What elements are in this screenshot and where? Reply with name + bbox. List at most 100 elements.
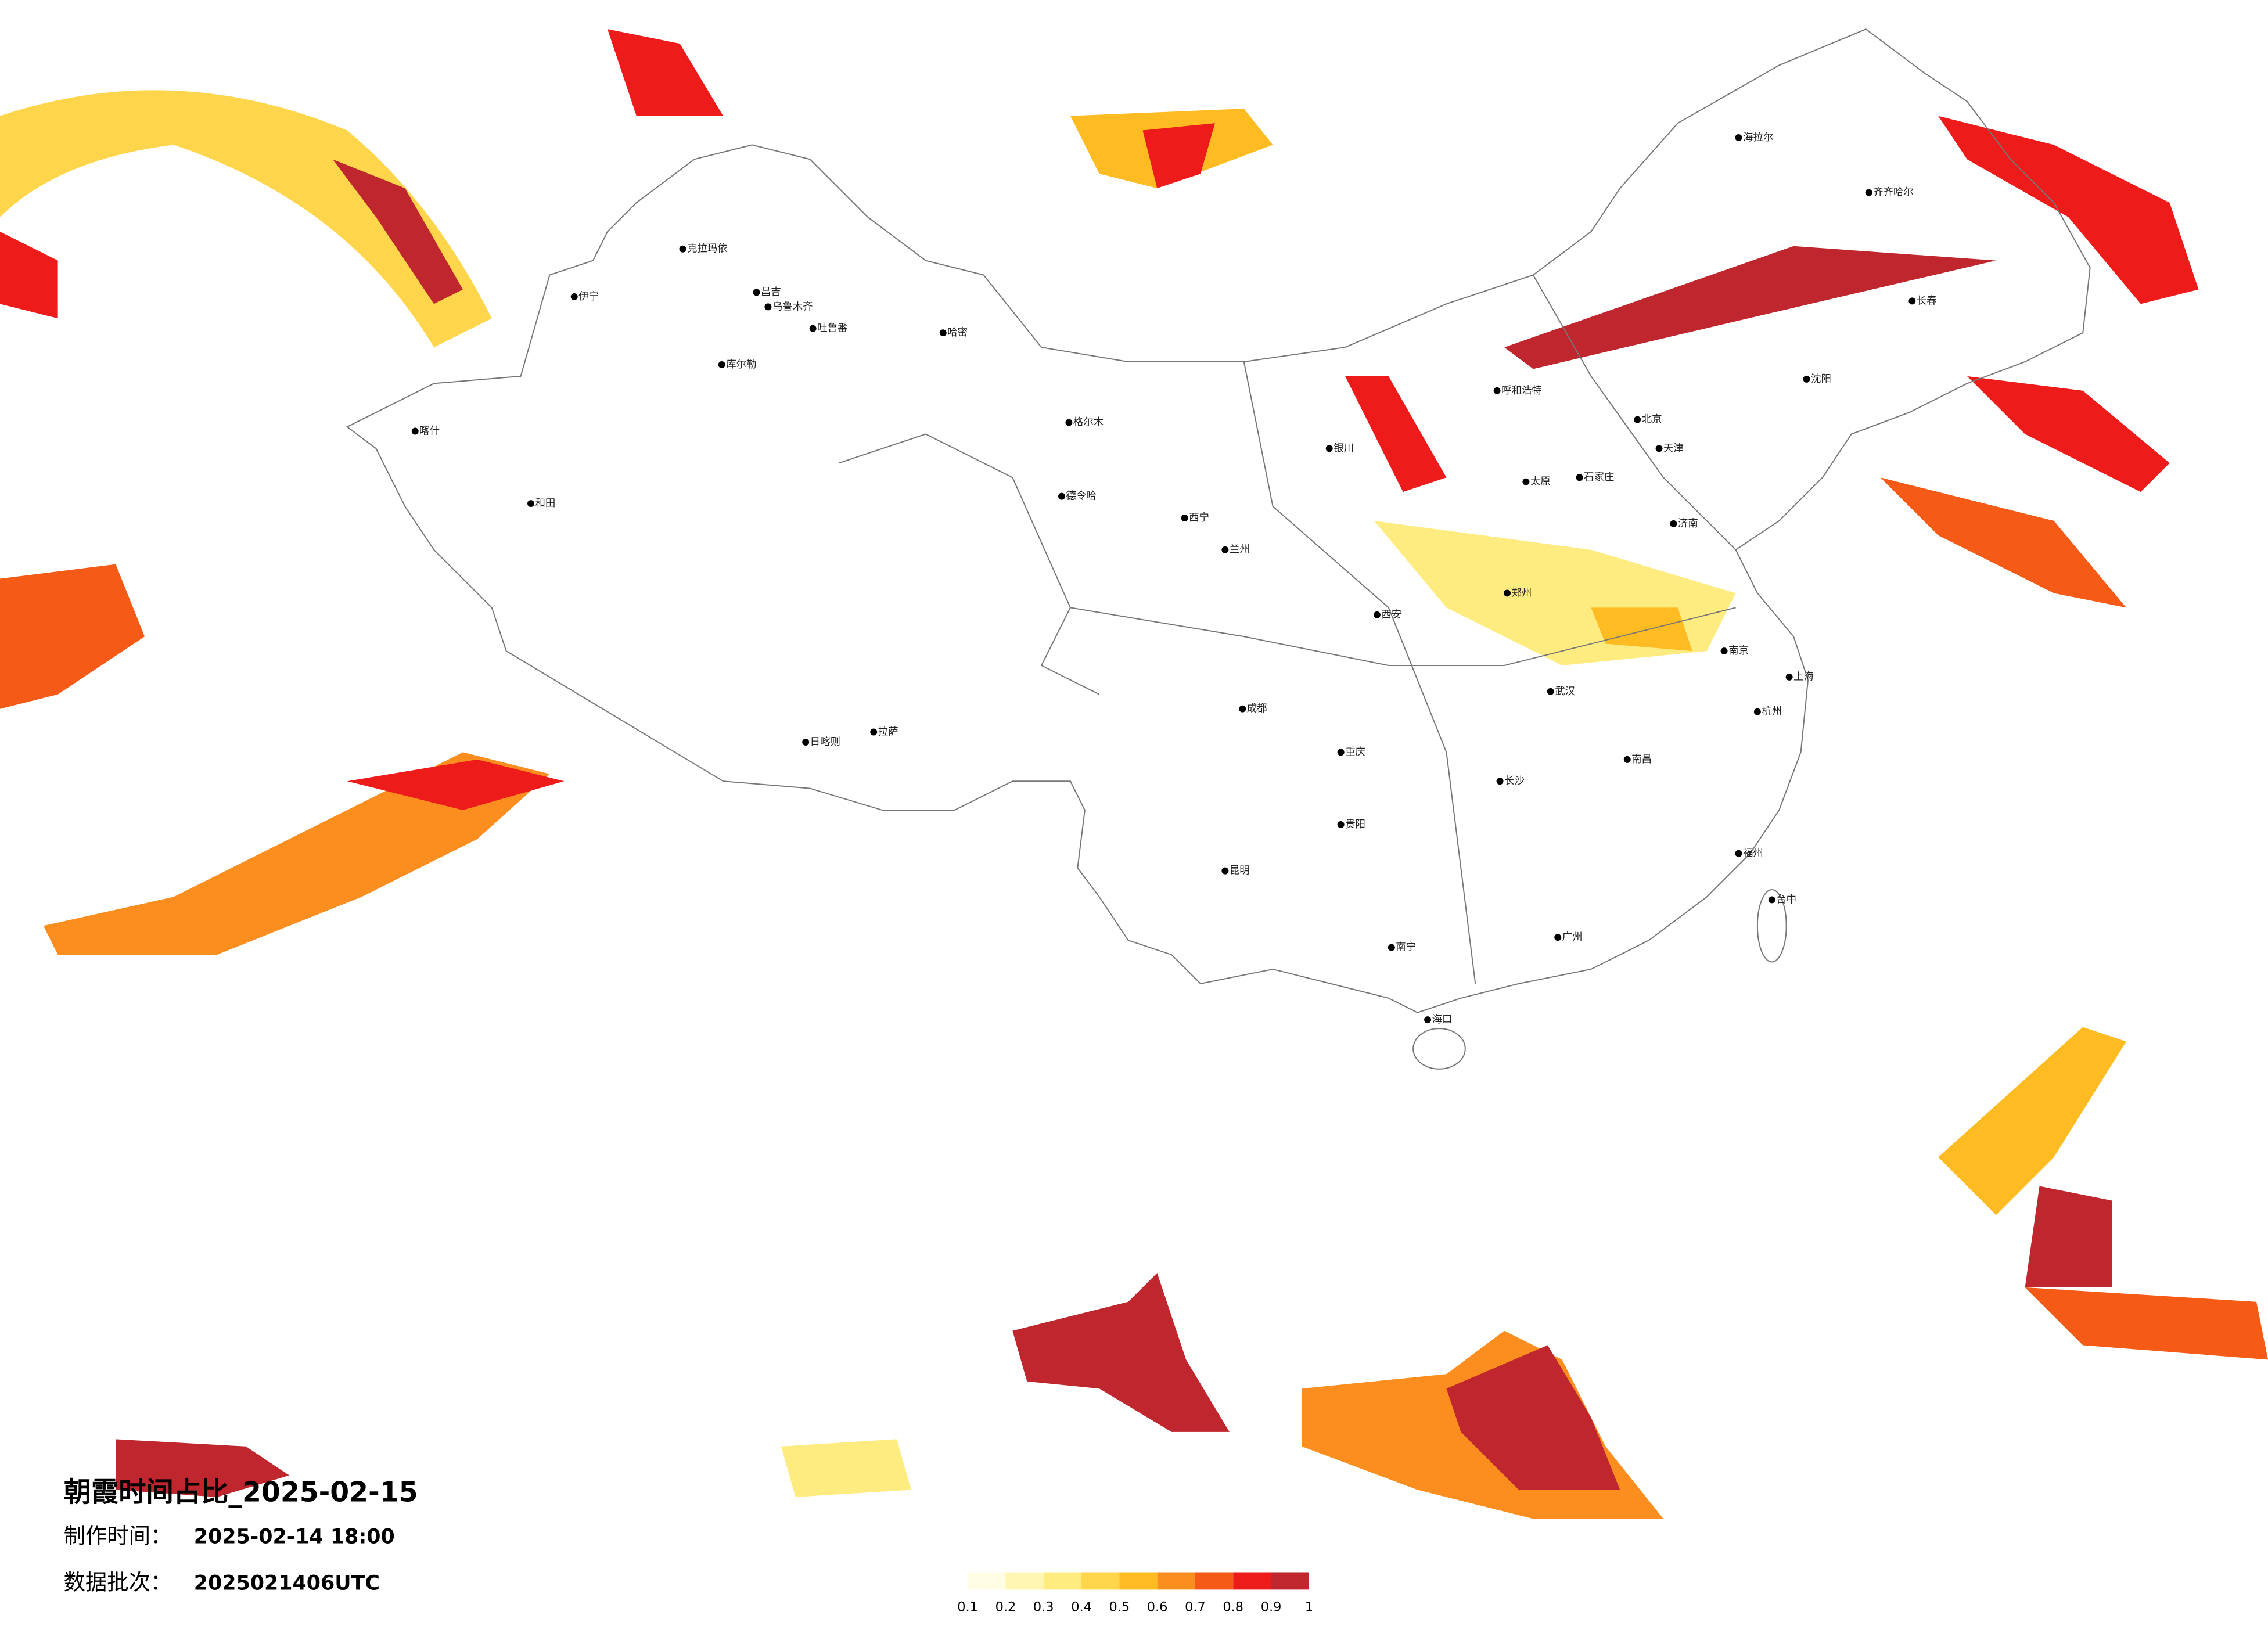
city-dot xyxy=(1181,514,1188,521)
city-label: 哈密 xyxy=(947,327,968,339)
field xyxy=(1938,1027,2126,1215)
made-label: 制作时间： xyxy=(64,1523,172,1549)
city-dot xyxy=(1065,419,1073,426)
city-dot xyxy=(1337,749,1345,756)
city-label: 呼和浩特 xyxy=(1501,385,1542,397)
city-dot xyxy=(1058,492,1065,500)
field xyxy=(347,759,565,811)
legend-swatch xyxy=(1005,1572,1044,1590)
city-dot xyxy=(1623,756,1631,763)
field xyxy=(2025,1186,2112,1287)
field xyxy=(1591,607,1692,652)
legend-swatch xyxy=(1233,1572,1271,1590)
field xyxy=(1142,123,1215,189)
field xyxy=(332,159,463,304)
taiwan xyxy=(1756,888,1787,963)
city-dot xyxy=(1325,445,1333,452)
field xyxy=(1504,246,1996,369)
city-label: 南京 xyxy=(1728,645,1749,657)
city-dot xyxy=(1388,944,1395,951)
city-label: 上海 xyxy=(1793,671,1814,683)
city-label: 南宁 xyxy=(1396,942,1416,954)
city-label: 广州 xyxy=(1562,931,1583,943)
city-dot xyxy=(1554,934,1562,941)
city-label: 昆明 xyxy=(1230,865,1250,877)
city-label: 齐齐哈尔 xyxy=(1873,187,1914,199)
city-dot xyxy=(1655,445,1663,452)
city-dot xyxy=(1768,896,1775,904)
city-dot xyxy=(809,325,817,332)
city-label: 石家庄 xyxy=(1584,472,1614,483)
city-label: 沈阳 xyxy=(1811,373,1831,385)
city-dot xyxy=(1670,520,1677,527)
legend-swatch xyxy=(1119,1572,1158,1590)
city-dot xyxy=(1221,867,1229,875)
title: 朝霞时间占比_2025-02-15 xyxy=(64,1476,418,1508)
city-label: 南昌 xyxy=(1631,754,1652,765)
city-label: 德令哈 xyxy=(1066,491,1096,502)
city-label: 长沙 xyxy=(1504,775,1525,787)
city-label: 喀什 xyxy=(419,426,440,437)
city-label: 武汉 xyxy=(1555,686,1575,697)
city-label: 伊宁 xyxy=(578,291,599,303)
legend-swatch xyxy=(968,1572,1006,1590)
city-label: 西宁 xyxy=(1189,512,1209,524)
city-dot xyxy=(1634,416,1641,423)
city-label: 太原 xyxy=(1530,476,1551,488)
city-label: 和田 xyxy=(535,498,555,509)
field xyxy=(1012,1272,1230,1432)
city-dot xyxy=(1493,387,1501,394)
city-dot xyxy=(802,738,810,746)
city-dot xyxy=(1522,478,1530,485)
city-label: 拉萨 xyxy=(878,726,898,738)
city-dot xyxy=(1735,134,1742,141)
city-label: 克拉玛依 xyxy=(687,243,728,255)
legend-swatch xyxy=(1157,1572,1195,1590)
batch-value: 2025021406UTC xyxy=(194,1571,380,1595)
city-label: 台中 xyxy=(1776,894,1796,905)
field xyxy=(607,29,724,116)
province-line xyxy=(839,433,1100,695)
city-label: 西安 xyxy=(1381,609,1401,621)
city-label: 海拉尔 xyxy=(1743,132,1773,143)
city-dot xyxy=(570,293,578,300)
city-label: 郑州 xyxy=(1512,587,1532,599)
city-label: 杭州 xyxy=(1762,706,1782,718)
field xyxy=(0,90,492,348)
legend-tick-label: 0.4 xyxy=(1071,1600,1092,1615)
city-dot xyxy=(1785,673,1793,681)
batch-label: 数据批次： xyxy=(64,1569,172,1595)
boundaries xyxy=(346,28,2091,1070)
city-dot xyxy=(1504,589,1511,597)
legend-tick-label: 0.5 xyxy=(1109,1600,1130,1615)
legend-tick-label: 0.7 xyxy=(1185,1600,1206,1615)
legend-swatch xyxy=(1195,1572,1234,1590)
city-dot xyxy=(1547,688,1554,695)
city-dot xyxy=(718,361,725,368)
city-label: 贵阳 xyxy=(1345,819,1365,830)
city-dot xyxy=(1908,297,1916,305)
legend-tick-label: 0.3 xyxy=(1033,1600,1054,1615)
city-label: 福州 xyxy=(1743,848,1763,859)
city-label: 库尔勒 xyxy=(726,359,756,370)
field xyxy=(1967,376,2170,492)
city-dot xyxy=(1735,850,1742,857)
legend: 0.1 0.2 0.3 0.4 0.5 0.6 0.7 0.8 0.9 1 xyxy=(957,1572,1313,1615)
field xyxy=(43,752,550,955)
field xyxy=(1938,116,2199,304)
city-dot xyxy=(753,289,760,296)
city-dot xyxy=(870,728,878,736)
legend-tick-label: 1 xyxy=(1305,1600,1313,1615)
country-outline xyxy=(346,28,2091,1013)
city-label: 银川 xyxy=(1334,443,1354,454)
field xyxy=(1345,376,1447,492)
city-label: 兰州 xyxy=(1230,544,1250,556)
city-label: 天津 xyxy=(1663,443,1684,454)
field xyxy=(1446,1345,1620,1490)
field xyxy=(0,564,145,709)
city-dot xyxy=(1337,821,1345,828)
field xyxy=(1880,477,2126,608)
legend-swatch xyxy=(1271,1572,1309,1590)
city-label: 昌吉 xyxy=(761,286,781,298)
city-label: 长春 xyxy=(1917,295,1937,307)
